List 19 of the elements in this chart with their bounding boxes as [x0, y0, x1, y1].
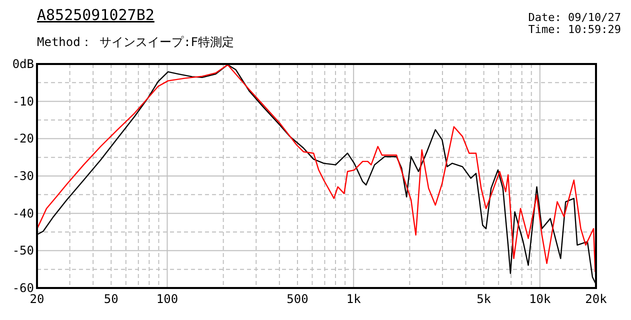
y-tick-label: 0dB — [12, 57, 34, 71]
x-tick-label: 1k — [346, 292, 362, 306]
text: Date: 09/10/27 — [528, 11, 621, 24]
y-tick-label: -20 — [12, 132, 34, 146]
y-tick-label: -30 — [12, 169, 34, 183]
y-tick-label: -60 — [12, 281, 34, 295]
text: Method： サインスイープ:F特測定 — [37, 35, 234, 49]
y-tick-label: -10 — [12, 94, 34, 108]
chart-title: A8525091027B2 — [37, 6, 154, 24]
x-tick-label: 20k — [585, 292, 608, 306]
y-tick-label: -50 — [12, 244, 34, 258]
x-tick-label: 20 — [30, 292, 44, 306]
x-tick-label: 100 — [156, 292, 178, 306]
y-tick-label: -40 — [12, 206, 34, 220]
text: Time: 10:59:29 — [528, 23, 621, 36]
x-tick-label: 10k — [529, 292, 552, 306]
x-tick-label: 5k — [476, 292, 492, 306]
x-tick-label: 500 — [286, 292, 308, 306]
x-tick-label: 50 — [104, 292, 118, 306]
